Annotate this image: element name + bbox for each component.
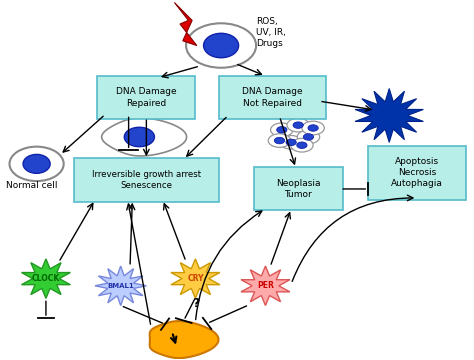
FancyBboxPatch shape (368, 146, 466, 200)
Polygon shape (21, 259, 70, 298)
Text: DNA Damage
Repaired: DNA Damage Repaired (116, 87, 177, 108)
FancyBboxPatch shape (254, 167, 343, 211)
FancyBboxPatch shape (219, 76, 326, 119)
Ellipse shape (9, 147, 64, 181)
Ellipse shape (280, 135, 302, 149)
Ellipse shape (203, 33, 238, 58)
Text: CRY: CRY (187, 274, 204, 283)
Polygon shape (174, 3, 197, 45)
Ellipse shape (297, 130, 319, 144)
Ellipse shape (186, 23, 256, 68)
Text: Irreversible growth arrest
Senescence: Irreversible growth arrest Senescence (92, 170, 201, 190)
Text: ROS,
UV, IR,
Drugs: ROS, UV, IR, Drugs (256, 17, 286, 48)
Text: DNA Damage
Not Repaired: DNA Damage Not Repaired (242, 87, 303, 108)
Ellipse shape (302, 121, 324, 135)
Text: Neoplasia
Tumor: Neoplasia Tumor (276, 179, 320, 199)
Text: CLOCK: CLOCK (32, 274, 60, 283)
FancyBboxPatch shape (97, 76, 195, 119)
Ellipse shape (277, 127, 287, 133)
Text: ?: ? (191, 297, 199, 310)
Ellipse shape (308, 125, 318, 131)
FancyBboxPatch shape (74, 158, 219, 202)
Text: Normal cell: Normal cell (6, 181, 58, 190)
Ellipse shape (124, 127, 155, 147)
Ellipse shape (287, 118, 310, 132)
Polygon shape (241, 266, 290, 306)
Ellipse shape (297, 142, 307, 148)
Ellipse shape (23, 154, 50, 173)
Ellipse shape (303, 134, 314, 140)
Ellipse shape (268, 134, 291, 147)
Ellipse shape (286, 139, 296, 145)
Text: BMAL1: BMAL1 (107, 283, 134, 289)
Polygon shape (150, 321, 219, 358)
Polygon shape (101, 118, 187, 156)
Ellipse shape (271, 123, 293, 136)
Ellipse shape (293, 122, 303, 129)
Polygon shape (171, 259, 220, 298)
Polygon shape (355, 89, 423, 142)
Text: PER: PER (257, 281, 274, 290)
Polygon shape (95, 266, 146, 306)
Ellipse shape (291, 138, 313, 152)
Text: Apoptosis
Necrosis
Autophagia: Apoptosis Necrosis Autophagia (392, 157, 443, 188)
Ellipse shape (274, 137, 284, 144)
